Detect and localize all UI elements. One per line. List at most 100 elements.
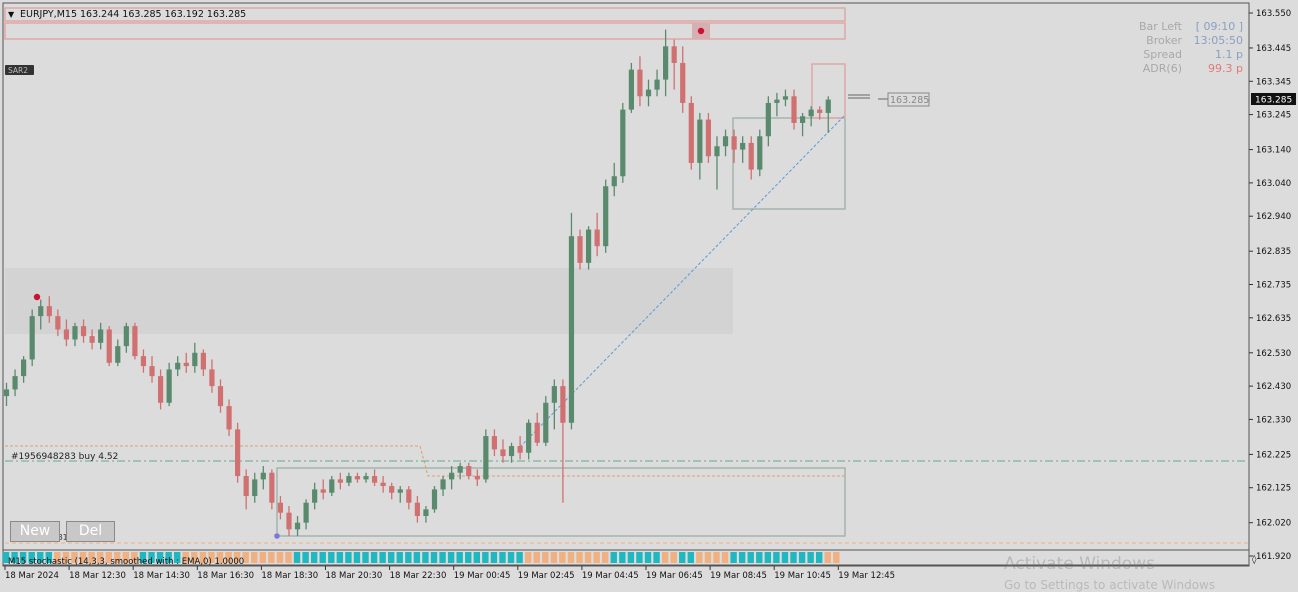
stochastic-bar (259, 552, 266, 563)
range-box-upper (732, 117, 846, 210)
info-value: [ 09:10 ] (1196, 20, 1243, 33)
stochastic-bar (713, 552, 720, 563)
new-button[interactable]: New (10, 521, 60, 542)
stochastic-bar (430, 552, 438, 563)
stochastic-bar (345, 552, 352, 563)
time-tick-label: 18 Mar 22:30 (390, 571, 447, 581)
stochastic-bar (353, 552, 361, 563)
price-tick-label: 162.735 (1256, 281, 1291, 291)
fractal-low-marker (274, 533, 280, 539)
candle (235, 422, 241, 483)
candle (449, 466, 455, 490)
candle (106, 326, 112, 367)
candle (663, 29, 669, 97)
stochastic-bar (747, 552, 754, 563)
stochastic-bar (88, 552, 95, 563)
sar-tag: SAR2 (8, 66, 28, 75)
stochastic-bar (19, 552, 27, 563)
stochastic-bar (730, 552, 737, 563)
delete-button[interactable]: Del (66, 521, 115, 542)
stochastic-bar (114, 552, 121, 563)
stochastic-bar (756, 552, 763, 563)
candle (80, 319, 87, 343)
stochastic-bar (807, 552, 814, 563)
stochastic-bar (661, 552, 669, 563)
candle (568, 212, 575, 430)
trend-line (519, 114, 846, 448)
stochastic-bar (636, 552, 643, 563)
stochastic-bar (696, 552, 703, 563)
candle (200, 349, 206, 377)
stochastic-bar (302, 552, 309, 563)
fractal-high-marker (33, 293, 41, 301)
stochastic-bar (62, 552, 70, 563)
symbol-arrow[interactable]: ▼ (8, 10, 15, 19)
info-value: 13:05:50 (1194, 34, 1243, 47)
candle (389, 482, 395, 500)
supply-zone-second (4, 22, 846, 40)
stochastic-bar (242, 552, 249, 563)
candle (183, 352, 189, 373)
stochastic-bar (2, 552, 10, 563)
time-tick-label: 19 Mar 08:45 (710, 571, 767, 581)
candle (337, 472, 343, 490)
stochastic-bar (276, 552, 284, 563)
sar-tag-bg (5, 65, 34, 75)
candle (817, 106, 823, 120)
candle (457, 462, 463, 480)
candle (192, 342, 198, 373)
candle (645, 79, 652, 107)
stochastic-bar (165, 552, 172, 563)
stochastic-bar (670, 552, 677, 563)
stochastic-bar (602, 552, 609, 563)
stochastic-bar (199, 552, 207, 563)
stochastic-bar (687, 552, 694, 563)
time-tick-label: 18 Mar 20:30 (326, 571, 383, 581)
info-label: Spread (1143, 48, 1182, 61)
candle (680, 46, 686, 113)
candle (611, 162, 617, 197)
stochastic-scroll-icon[interactable]: ◊ (1252, 554, 1257, 565)
stochastic-bar (79, 552, 87, 563)
candle (243, 469, 249, 510)
stochastic-bar (268, 552, 275, 563)
price-axis[interactable]: 163.550 163.445 163.345 163.245 163.140 163.0… (1249, 9, 1291, 562)
candle (757, 129, 763, 177)
stochastic-bar (507, 552, 515, 563)
candle (654, 69, 660, 97)
candle (431, 486, 438, 513)
small-mark: 31 (58, 533, 68, 542)
stochastic-bar (584, 552, 592, 563)
info-label: Broker (1146, 34, 1182, 47)
stochastic-bar (593, 552, 600, 563)
stochastic-bar (336, 552, 344, 563)
stochastic-bar (524, 552, 532, 563)
stochastic-bar (490, 552, 498, 563)
activation-watermark-subtitle: Go to Settings to activate Windows (1004, 578, 1216, 592)
time-tick-label: 19 Mar 12:45 (838, 571, 895, 581)
time-tick-label: 18 Mar 16:30 (197, 571, 254, 581)
current-price-label: 163.285 (1255, 96, 1292, 106)
candle (585, 226, 592, 270)
candle (286, 506, 292, 537)
stochastic-bar (499, 552, 506, 563)
candle (603, 179, 609, 253)
candle (98, 322, 104, 350)
price-tick-label: 163.345 (1256, 77, 1291, 87)
candle (637, 56, 643, 107)
candle (560, 379, 566, 503)
stochastic-bar (45, 552, 52, 563)
candle (688, 96, 694, 170)
stochastic-bar (131, 552, 138, 563)
trade-label[interactable]: #1956948283 buy 4.52 (11, 452, 118, 462)
symbol-label: EURJPY,M15 163.244 163.285 163.192 163.2… (20, 9, 246, 20)
candle (252, 472, 258, 503)
candle (620, 102, 626, 183)
time-axis[interactable]: 18 Mar 2024 18 Mar 12:30 18 Mar 14:30 18 Ma… (4, 566, 895, 581)
candle (397, 486, 403, 503)
time-tick-label: 19 Mar 02:45 (518, 571, 575, 581)
candle (671, 39, 677, 90)
candle (551, 379, 557, 430)
candle (808, 106, 814, 127)
